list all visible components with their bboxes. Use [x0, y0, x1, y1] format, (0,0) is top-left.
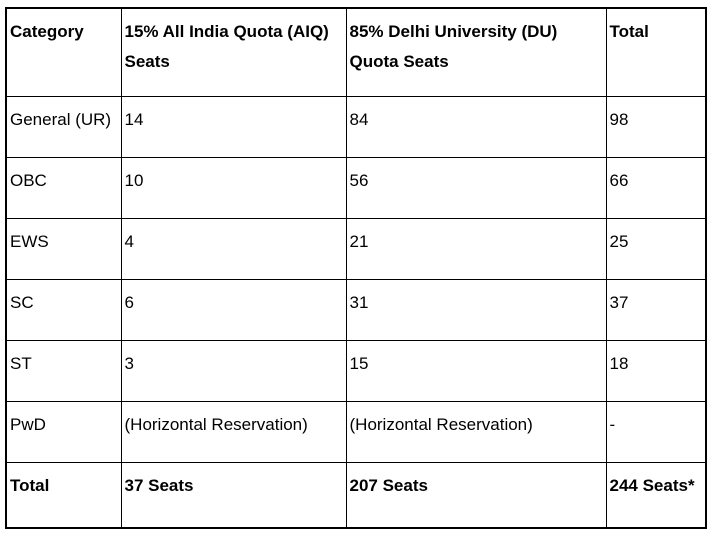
column-header-category: Category	[5, 7, 122, 97]
cell-total: 18	[605, 339, 707, 402]
table-row-st: ST 3 15 18	[5, 339, 707, 402]
cell-category: PwD	[5, 400, 122, 463]
cell-category: General (UR)	[5, 95, 122, 158]
table-row-total: Total 37 Seats 207 Seats 244 Seats*	[5, 461, 707, 529]
cell-du-quota-seats: 207 Seats	[345, 461, 607, 529]
cell-aiq-seats: 6	[120, 278, 347, 341]
cell-aiq-seats: 10	[120, 156, 347, 219]
cell-total: 244 Seats*	[605, 461, 707, 529]
cell-category: Total	[5, 461, 122, 529]
cell-du-quota-seats: 56	[345, 156, 607, 219]
cell-aiq-seats: 3	[120, 339, 347, 402]
cell-total: -	[605, 400, 707, 463]
cell-du-quota-seats: 31	[345, 278, 607, 341]
cell-aiq-seats: 4	[120, 217, 347, 280]
cell-category: SC	[5, 278, 122, 341]
cell-total: 37	[605, 278, 707, 341]
column-header-aiq-seats: 15% All India Quota (AIQ) Seats	[120, 7, 347, 97]
cell-category: EWS	[5, 217, 122, 280]
table-row-obc: OBC 10 56 66	[5, 156, 707, 219]
cell-total: 25	[605, 217, 707, 280]
cell-total: 98	[605, 95, 707, 158]
table-row-general: General (UR) 14 84 98	[5, 95, 707, 158]
cell-total: 66	[605, 156, 707, 219]
cell-du-quota-seats: 15	[345, 339, 607, 402]
cell-du-quota-seats: (Horizontal Reservation)	[345, 400, 607, 463]
table-row-sc: SC 6 31 37	[5, 278, 707, 341]
seat-matrix-table: Category 15% All India Quota (AIQ) Seats…	[5, 7, 707, 529]
cell-aiq-seats: 37 Seats	[120, 461, 347, 529]
cell-du-quota-seats: 84	[345, 95, 607, 158]
seat-matrix-container: Category 15% All India Quota (AIQ) Seats…	[5, 7, 707, 529]
cell-category: ST	[5, 339, 122, 402]
column-header-total: Total	[605, 7, 707, 97]
cell-category: OBC	[5, 156, 122, 219]
cell-du-quota-seats: 21	[345, 217, 607, 280]
table-row-ews: EWS 4 21 25	[5, 217, 707, 280]
table-header-row: Category 15% All India Quota (AIQ) Seats…	[5, 7, 707, 97]
cell-aiq-seats: 14	[120, 95, 347, 158]
column-header-du-quota-seats: 85% Delhi University (DU) Quota Seats	[345, 7, 607, 97]
table-row-pwd: PwD (Horizontal Reservation) (Horizontal…	[5, 400, 707, 463]
cell-aiq-seats: (Horizontal Reservation)	[120, 400, 347, 463]
